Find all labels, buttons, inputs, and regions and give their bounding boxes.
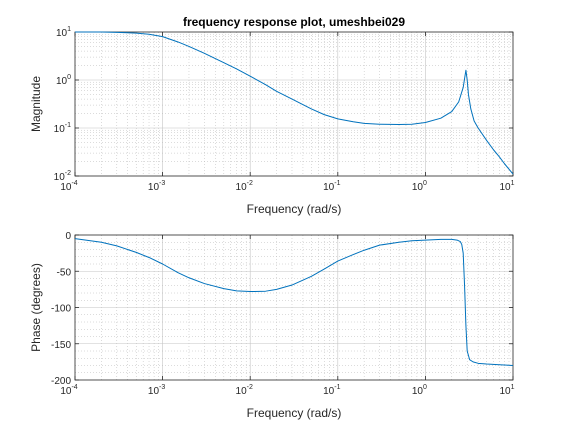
phase-x-tick-label: 10-1 [323,384,340,397]
phase-y-tick-label: -50 [57,267,72,278]
phase-x-axis-label: Frequency (rad/s) [247,406,342,420]
phase-x-tick-label: 10-2 [236,384,253,397]
phase-x-tick-label: 10-4 [60,384,77,397]
magnitude-x-tick-label: 100 [412,180,427,193]
magnitude-x-tick-label: 10-2 [236,180,253,193]
magnitude-x-axis-label: Frequency (rad/s) [247,202,342,216]
phase-y-tick-label: -100 [51,304,71,315]
phase-y-tick-label: 0 [65,231,71,242]
magnitude-x-tick-label: 10-1 [323,180,340,193]
phase-x-tick-label: 10-3 [148,384,165,397]
phase-grid [75,235,513,380]
phase-response-line [74,238,514,366]
magnitude-x-tick-label: 101 [499,180,514,193]
magnitude-axes-box [74,31,514,177]
magnitude-y-tick-label: 10-2 [54,170,71,183]
phase-y-axis-label: Phase (degrees) [29,263,43,352]
magnitude-y-axis-label: Magnitude [29,76,43,132]
magnitude-y-tick-label: 100 [56,74,71,87]
magnitude-x-tick-label: 10-3 [148,180,165,193]
chart-title: frequency response plot, umeshbei029 [183,15,405,29]
phase-x-tick-label: 101 [499,384,514,397]
magnitude-y-tick-label: 10-1 [54,122,71,135]
phase-y-tick-label: -150 [51,340,71,351]
magnitude-x-tick-label: 10-4 [60,180,77,193]
phase-y-tick-label: -200 [51,376,71,387]
phase-x-tick-label: 100 [412,384,427,397]
magnitude-y-tick-label: 101 [56,26,71,39]
magnitude-response-line [75,31,514,175]
magnitude-grid [75,32,513,176]
